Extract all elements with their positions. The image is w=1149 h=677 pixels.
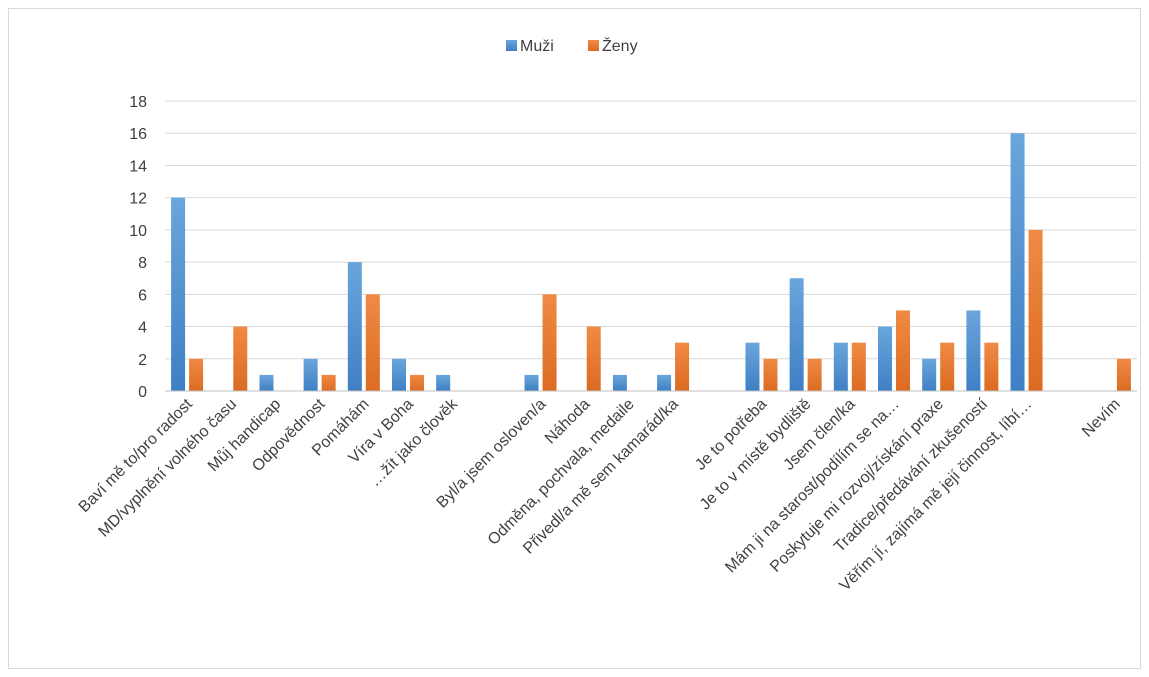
legend-label-muzi: Muži bbox=[520, 38, 554, 55]
y-tick-label: 8 bbox=[138, 255, 147, 272]
y-tick-label: 12 bbox=[129, 191, 147, 208]
y-tick-label: 10 bbox=[129, 223, 147, 240]
y-tick-label: 6 bbox=[138, 287, 147, 304]
bar-zeny bbox=[896, 310, 910, 391]
bar-zeny bbox=[1028, 229, 1043, 391]
bar-zeny bbox=[851, 342, 866, 391]
bar-muzi bbox=[657, 374, 672, 391]
y-tick-label: 16 bbox=[129, 126, 147, 143]
bar-zeny bbox=[321, 374, 336, 391]
y-tick-label: 2 bbox=[138, 352, 147, 369]
bar-muzi bbox=[612, 374, 627, 391]
bar-muzi bbox=[878, 326, 892, 391]
y-axis-ticks: 0 2 4 6 8 10 12 14 16 18 bbox=[129, 94, 147, 401]
bar-muzi bbox=[922, 358, 937, 391]
bar-muzi bbox=[833, 342, 848, 391]
bar-zeny bbox=[984, 342, 999, 391]
bar-zeny bbox=[675, 342, 690, 391]
bar-muzi bbox=[171, 197, 186, 391]
bar-muzi bbox=[789, 278, 804, 391]
legend-swatch-muzi bbox=[506, 40, 517, 51]
bar-zeny bbox=[189, 358, 204, 391]
bars bbox=[171, 133, 1131, 391]
bar-muzi bbox=[436, 374, 451, 391]
bar-muzi bbox=[303, 358, 318, 391]
bar-chart: 0 2 4 6 8 10 12 14 16 18 Baví mě to/pro radostMD/… bbox=[76, 36, 1137, 595]
bar-muzi bbox=[524, 374, 539, 391]
legend-swatch-zeny bbox=[588, 40, 599, 51]
bar-zeny bbox=[365, 294, 380, 391]
gridlines bbox=[165, 100, 1137, 360]
bar-zeny bbox=[233, 326, 248, 391]
bar-zeny bbox=[542, 294, 557, 391]
bar-zeny bbox=[807, 358, 822, 391]
y-tick-label: 0 bbox=[138, 384, 147, 401]
legend: Muži Ženy bbox=[506, 36, 638, 55]
bar-muzi bbox=[347, 262, 362, 391]
bar-zeny bbox=[1116, 358, 1131, 391]
bar-muzi bbox=[259, 374, 274, 391]
bar-muzi bbox=[1010, 133, 1025, 391]
y-tick-label: 4 bbox=[138, 320, 147, 337]
y-tick-label: 14 bbox=[129, 158, 147, 175]
bar-zeny bbox=[410, 374, 424, 391]
bar-muzi bbox=[745, 342, 760, 391]
bar-zeny bbox=[586, 326, 601, 391]
x-tick-label: Nevím bbox=[1079, 396, 1124, 441]
legend-label-zeny: Ženy bbox=[602, 36, 638, 55]
bar-zeny bbox=[940, 342, 955, 391]
bar-muzi bbox=[392, 358, 406, 391]
bar-muzi bbox=[966, 310, 981, 391]
bar-zeny bbox=[763, 358, 778, 391]
chart-frame: 0 2 4 6 8 10 12 14 16 18 Baví mě to/pro radost MD/… bbox=[8, 8, 1141, 669]
y-tick-label: 18 bbox=[129, 94, 147, 111]
